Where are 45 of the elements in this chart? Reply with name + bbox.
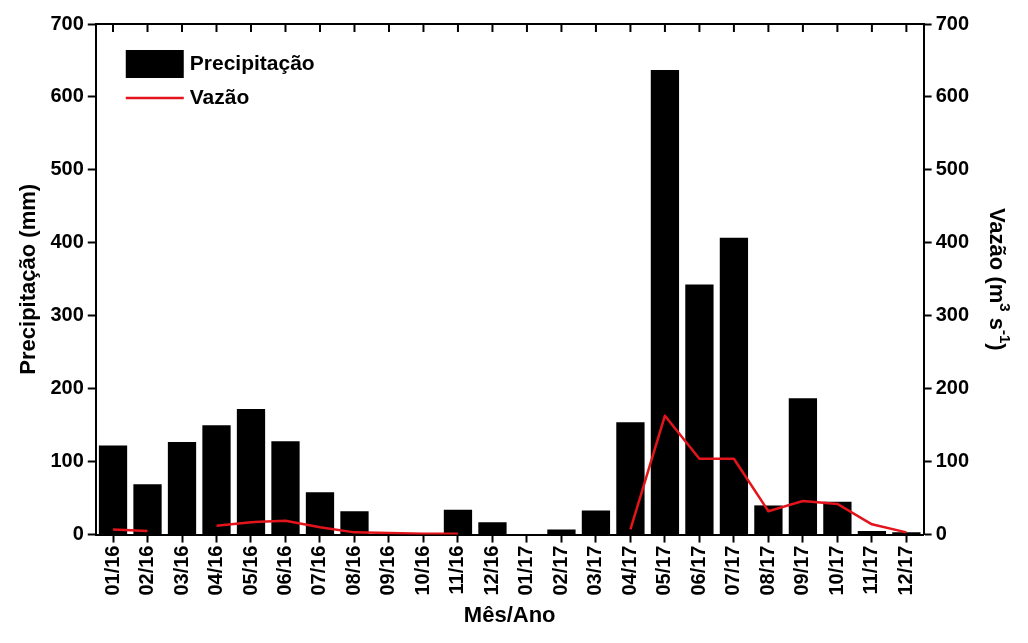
y-tick-label: 700	[50, 11, 84, 34]
x-axis-title: Mês/Ano	[463, 601, 556, 627]
x-tick-label: 10/16	[410, 545, 433, 596]
y2-tick-label: 600	[935, 84, 970, 107]
x-tick-label: 07/16	[307, 545, 330, 596]
x-tick-label: 04/17	[617, 545, 640, 596]
y2-tick-label: 700	[935, 11, 970, 34]
x-tick-label: 03/16	[169, 545, 192, 596]
x-tick-label: 06/17	[686, 545, 709, 596]
x-tick-label: 07/17	[721, 545, 744, 596]
x-tick-label: 02/17	[548, 545, 571, 596]
x-tick-label: 08/16	[341, 545, 364, 596]
y2-tick-label: 200	[935, 376, 970, 399]
y-tick-label: 0	[72, 522, 84, 545]
x-tick-label: 06/16	[273, 545, 295, 596]
x-tick-label: 08/17	[755, 545, 778, 596]
x-tick-label: 09/17	[790, 545, 813, 596]
x-tick-label: 03/17	[583, 545, 606, 596]
x-tick-label: 04/16	[204, 545, 227, 596]
legend-label: Vazão	[189, 84, 250, 108]
y-tick-label: 400	[50, 230, 84, 253]
y-tick-label: 500	[50, 157, 84, 180]
y-tick-label: 200	[50, 376, 84, 399]
y-tick-label: 100	[50, 449, 84, 472]
y2-tick-label: 300	[935, 303, 970, 326]
x-tick-label: 11/16	[445, 545, 468, 595]
y-tick-label: 600	[50, 84, 84, 107]
x-tick-label: 01/16	[100, 545, 123, 596]
x-tick-label: 12/17	[893, 545, 916, 596]
x-tick-label: 02/16	[135, 545, 158, 596]
x-tick-label: 10/17	[824, 545, 847, 596]
x-tick-label: 12/16	[479, 545, 502, 596]
x-tick-label: 05/17	[652, 545, 675, 596]
y2-tick-label: 500	[935, 157, 970, 180]
y2-tick-label: 100	[935, 449, 970, 472]
y-axis-title: Precipitação (mm)	[15, 183, 41, 375]
x-tick-label: 11/17	[859, 545, 882, 595]
x-tick-label: 05/16	[238, 545, 261, 596]
y2-axis-title: Vazão (m3 s-1)	[984, 207, 1014, 351]
y-tick-label: 300	[50, 303, 84, 326]
x-tick-label: 01/17	[514, 545, 537, 596]
y2-tick-label: 0	[935, 522, 947, 545]
y2-tick-label: 400	[935, 230, 970, 253]
legend-label: Precipitação	[189, 50, 315, 74]
x-tick-label: 09/16	[376, 545, 399, 596]
